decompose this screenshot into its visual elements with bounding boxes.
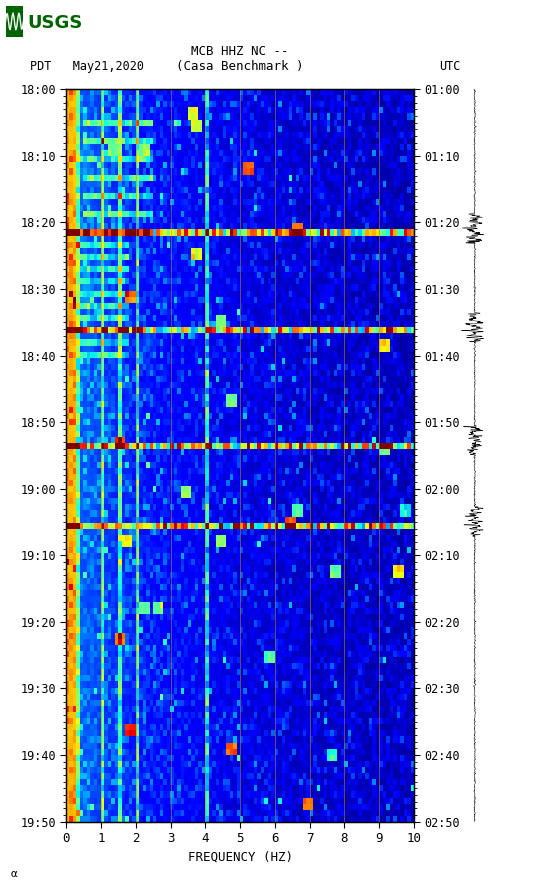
Text: USGS: USGS	[28, 14, 83, 32]
FancyBboxPatch shape	[6, 6, 23, 37]
Text: α: α	[11, 869, 18, 879]
Text: UTC: UTC	[439, 60, 460, 73]
Text: PDT   May21,2020: PDT May21,2020	[30, 60, 145, 73]
Text: MCB HHZ NC --: MCB HHZ NC --	[192, 45, 289, 58]
Text: (Casa Benchmark ): (Casa Benchmark )	[177, 60, 304, 73]
X-axis label: FREQUENCY (HZ): FREQUENCY (HZ)	[188, 850, 293, 864]
